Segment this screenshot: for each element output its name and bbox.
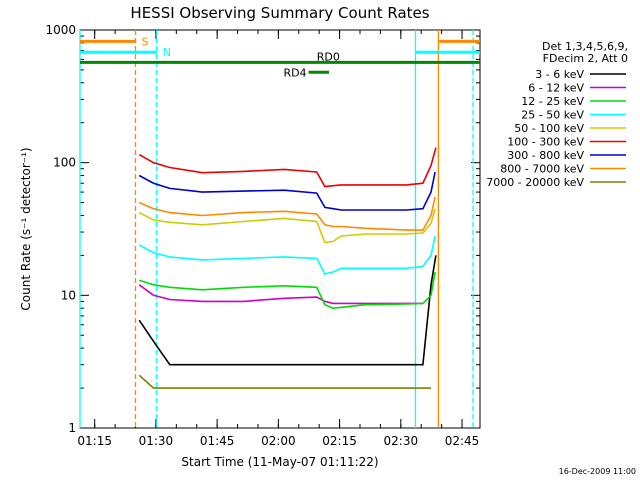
x-tick-label: 01:30 — [139, 434, 174, 448]
legend-entry-label: 6 - 12 keV — [528, 82, 584, 95]
legend-entry-label: 7000 - 20000 keV — [486, 176, 584, 189]
legend-entry-label: 3 - 6 keV — [535, 68, 584, 81]
vertical-markers — [79, 30, 474, 428]
x-axis: 01:15 01:30 01:45 02:00 02:15 02:30 02:45 — [77, 30, 479, 448]
series-line-5 — [138, 147, 437, 188]
y-tick-label: 1 — [68, 421, 76, 435]
date-stamp: 16-Dec-2009 11:00 — [559, 467, 636, 476]
y-tick-label: 100 — [53, 156, 76, 170]
legend-entry-label: 800 - 7000 keV — [500, 163, 584, 176]
x-axis-label: Start Time (11-May-07 01:11:22) — [181, 455, 378, 469]
series-line-8 — [138, 374, 431, 389]
legend: Det 1,3,4,5,6,9,FDecim 2, Att 0 3 - 6 keV… — [486, 40, 628, 189]
y-tick-label: 10 — [61, 288, 76, 302]
series-line-4 — [138, 208, 436, 244]
chart-title: HESSI Observing Summary Count Rates — [130, 4, 429, 22]
series-line-2 — [138, 271, 436, 310]
flag-label: N — [163, 46, 171, 59]
y-axis: 1 10 100 1000 — [45, 23, 480, 435]
x-tick-label: 02:15 — [322, 434, 357, 448]
x-tick-label: 02:30 — [384, 434, 419, 448]
flag-label: RD4 — [283, 66, 306, 79]
series-line-0 — [138, 255, 437, 366]
legend-title-line: Det 1,3,4,5,6,9, — [542, 40, 628, 53]
plot-frame — [79, 29, 481, 429]
series-line-6 — [138, 171, 436, 211]
y-tick-label: 1000 — [45, 23, 76, 37]
flag-bars: S N RD0 RD4 — [80, 35, 480, 79]
x-tick-label: 02:00 — [261, 434, 296, 448]
legend-title-line: FDecim 2, Att 0 — [543, 52, 628, 65]
flag-label: S — [142, 35, 149, 48]
x-tick-label: 01:15 — [77, 434, 112, 448]
legend-entry-label: 100 - 300 keV — [507, 136, 584, 149]
series-group — [138, 147, 437, 389]
flag-label: RD0 — [317, 50, 340, 63]
x-tick-label: 02:45 — [445, 434, 480, 448]
x-tick-label: 01:45 — [200, 434, 235, 448]
series-line-7 — [138, 196, 436, 231]
legend-entry-label: 300 - 800 keV — [507, 149, 584, 162]
legend-entry-label: 50 - 100 keV — [514, 122, 584, 135]
y-axis-label: Count Rate (s⁻¹ detector⁻¹) — [19, 147, 33, 310]
series-line-3 — [138, 235, 436, 275]
legend-entry-label: 12 - 25 keV — [521, 95, 584, 108]
series-line-1 — [138, 284, 423, 305]
legend-entry-label: 25 - 50 keV — [521, 109, 584, 122]
